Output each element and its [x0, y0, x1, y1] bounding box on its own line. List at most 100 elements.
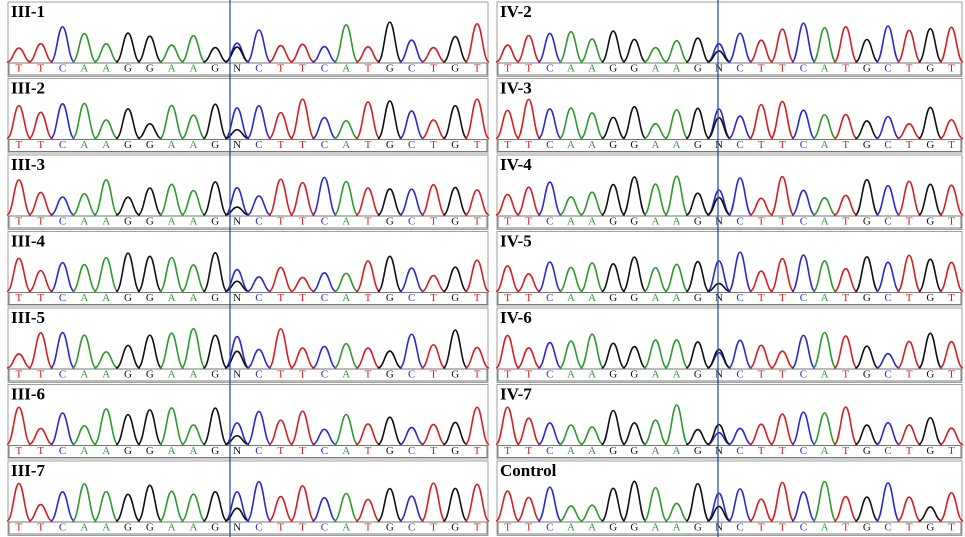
trace-peak [160, 257, 184, 291]
base-call: T [758, 445, 765, 457]
panel-label: Control [500, 461, 557, 480]
base-call: T [277, 216, 284, 228]
trace-peak [665, 264, 688, 291]
trace-peak [898, 255, 921, 291]
base-call: C [408, 522, 415, 534]
trace-peak [94, 180, 118, 215]
trace-peak [181, 494, 205, 521]
trace-peak [496, 335, 519, 368]
trace-peak [312, 177, 336, 215]
trace-peak [225, 351, 249, 368]
chromatogram-panel: III-7TTCAAGGAAGNCTTCATGCTGT [7, 461, 489, 536]
trace-peak [334, 415, 358, 445]
trace-peak [813, 28, 836, 62]
base-call: T [365, 63, 372, 75]
base-call: T [37, 522, 44, 534]
trace-peak [728, 33, 751, 62]
base-call: T [779, 369, 786, 381]
trace-peak [7, 258, 31, 291]
trace-peak [465, 99, 489, 138]
trace-peak [538, 343, 561, 368]
trace-peak [400, 111, 424, 139]
base-call: N [715, 216, 723, 228]
panel-label: IV-4 [500, 155, 532, 174]
trace-peak [898, 30, 921, 62]
trace-peak [834, 407, 857, 444]
base-call: C [321, 216, 328, 228]
base-call: C [800, 445, 807, 457]
trace-peak [247, 411, 271, 444]
base-call: C [546, 522, 553, 534]
trace-peak [792, 110, 815, 138]
trace-peak [443, 422, 467, 444]
trace-peak [291, 183, 315, 215]
trace-peak [855, 497, 878, 521]
trace-peak [29, 333, 53, 368]
base-call: G [694, 292, 702, 304]
trace-peak [94, 409, 118, 445]
base-call: A [102, 369, 110, 381]
trace-peak [247, 196, 271, 215]
base-call: C [800, 292, 807, 304]
trace-peak [465, 484, 489, 521]
trace-peak [834, 336, 857, 368]
base-call: T [504, 63, 511, 75]
base-call: C [546, 216, 553, 228]
trace-peak [138, 335, 162, 368]
base-call: T [525, 63, 532, 75]
trace-peak [559, 506, 582, 521]
base-call: N [715, 522, 723, 534]
base-call: G [926, 369, 934, 381]
sequencing-figure: III-1TTCAAGGAAGNCTTCATGCTGTIII-2TTCAAGGA… [0, 0, 965, 537]
trace-peak [356, 47, 380, 62]
base-call: G [926, 63, 934, 75]
base-call: C [800, 63, 807, 75]
base-call: G [211, 522, 219, 534]
trace-peak [72, 335, 96, 368]
base-call: T [525, 445, 532, 457]
trace-peak [792, 190, 815, 215]
panel-label: III-5 [11, 308, 45, 327]
trace-peak [876, 354, 899, 368]
trace-peak [559, 341, 582, 368]
trace-peak [29, 428, 53, 444]
base-call: A [821, 139, 829, 151]
base-call: G [863, 292, 871, 304]
base-call: N [233, 522, 241, 534]
base-call: C [546, 139, 553, 151]
trace-peak [225, 188, 249, 215]
trace-peak [771, 414, 794, 444]
trace-peak [312, 498, 336, 521]
trace-peak [203, 408, 227, 444]
trace-peak [496, 194, 519, 215]
trace-peak [623, 107, 646, 139]
base-call: T [525, 369, 532, 381]
base-call: G [451, 522, 459, 534]
trace-peak [855, 346, 878, 368]
base-call: A [342, 522, 350, 534]
trace-peak [517, 187, 540, 215]
trace-peak [421, 483, 445, 521]
trace-peak [707, 51, 730, 62]
trace-peak [665, 340, 688, 368]
trace-peak [940, 428, 963, 444]
base-call: C [321, 63, 328, 75]
trace-peak [291, 277, 315, 291]
trace-peak [940, 120, 963, 139]
base-call: T [365, 522, 372, 534]
base-call: T [779, 63, 786, 75]
base-call: G [124, 522, 132, 534]
trace-peak [421, 48, 445, 62]
base-call: C [884, 522, 891, 534]
base-call: T [948, 63, 955, 75]
trace-peak [940, 262, 963, 291]
trace-peak [29, 44, 53, 62]
trace-peak [728, 340, 751, 368]
trace-peak [334, 25, 358, 62]
base-call: T [37, 63, 44, 75]
trace-peak [750, 499, 773, 521]
trace-peak [400, 189, 424, 215]
panel-label: III-3 [11, 155, 45, 174]
base-call: G [386, 139, 394, 151]
